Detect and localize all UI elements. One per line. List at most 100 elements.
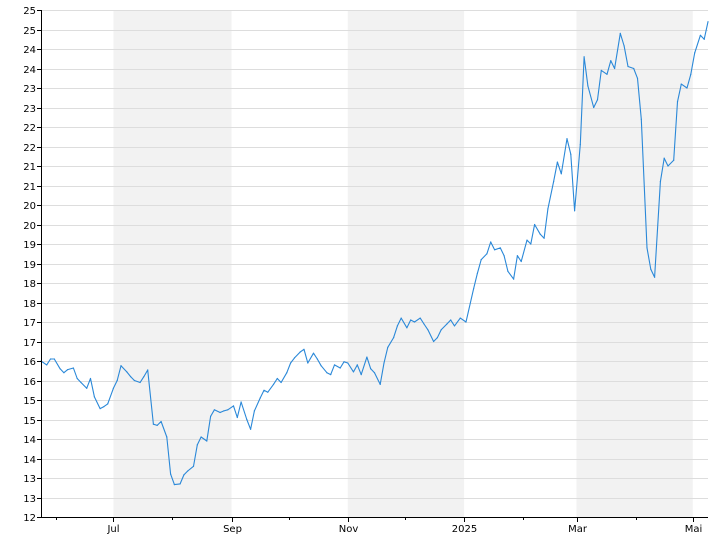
price-point bbox=[286, 372, 288, 374]
y-tick-label: 17 bbox=[23, 338, 36, 349]
price-point bbox=[210, 415, 212, 417]
price-point bbox=[393, 337, 395, 339]
price-point bbox=[276, 377, 278, 380]
price-point bbox=[76, 377, 78, 380]
y-tick-label: 21 bbox=[23, 162, 36, 173]
price-point bbox=[170, 473, 172, 475]
price-point bbox=[636, 77, 639, 79]
price-point bbox=[547, 208, 549, 210]
price-point bbox=[280, 381, 282, 384]
y-tick-label: 24 bbox=[23, 65, 36, 76]
price-point bbox=[173, 484, 175, 486]
y-tick-label: 19 bbox=[23, 260, 36, 271]
price-point bbox=[352, 371, 355, 373]
price-point bbox=[703, 38, 705, 40]
price-point bbox=[112, 387, 114, 389]
price-point bbox=[627, 65, 629, 68]
x-tick-label: Mar bbox=[568, 524, 588, 535]
price-point bbox=[383, 362, 385, 364]
price-point bbox=[343, 361, 345, 363]
price-point bbox=[333, 364, 336, 366]
price-point bbox=[116, 379, 118, 382]
price-line bbox=[40, 21, 709, 486]
y-tick-label: 16 bbox=[23, 357, 36, 368]
price-point bbox=[303, 348, 305, 350]
price-point bbox=[360, 374, 362, 376]
price-point bbox=[206, 440, 208, 442]
y-tick-label: 16 bbox=[23, 377, 36, 388]
price-point bbox=[570, 153, 572, 155]
price-point bbox=[259, 397, 261, 399]
price-point bbox=[299, 351, 301, 353]
price-point bbox=[583, 56, 585, 58]
price-point bbox=[406, 327, 408, 329]
y-tick-label: 17 bbox=[23, 318, 36, 329]
price-point bbox=[160, 420, 162, 423]
price-point bbox=[67, 369, 69, 371]
price-point bbox=[574, 210, 576, 212]
price-point bbox=[290, 362, 292, 364]
price-point bbox=[356, 364, 358, 366]
price-point bbox=[366, 356, 368, 358]
price-point bbox=[312, 352, 315, 354]
price-point bbox=[187, 470, 189, 472]
price-point bbox=[659, 181, 662, 183]
price-point bbox=[400, 317, 402, 319]
price-point bbox=[446, 323, 448, 325]
price-point bbox=[316, 358, 318, 360]
x-tick-label: Mai bbox=[685, 524, 703, 535]
price-point bbox=[320, 365, 322, 367]
price-point bbox=[440, 329, 442, 331]
price-point bbox=[600, 69, 602, 71]
price-point bbox=[553, 181, 555, 183]
price-point bbox=[433, 340, 435, 343]
y-tick-label: 21 bbox=[23, 182, 36, 193]
price-point bbox=[179, 483, 181, 485]
price-point bbox=[240, 401, 242, 403]
price-point bbox=[272, 383, 275, 385]
y-tick-label: 18 bbox=[23, 299, 36, 310]
price-point bbox=[673, 159, 675, 161]
price-point bbox=[49, 358, 52, 360]
price-point bbox=[80, 381, 82, 384]
price-point bbox=[614, 67, 616, 70]
y-tick-label: 20 bbox=[23, 221, 36, 232]
price-point bbox=[566, 138, 568, 140]
y-tick-label: 18 bbox=[23, 279, 36, 290]
price-point bbox=[526, 239, 528, 241]
price-point bbox=[396, 325, 398, 327]
price-point bbox=[330, 374, 332, 376]
price-point bbox=[72, 367, 74, 369]
price-point bbox=[147, 369, 149, 371]
price-point bbox=[676, 101, 679, 103]
price-point bbox=[370, 368, 372, 370]
price-point bbox=[707, 21, 709, 23]
price-point bbox=[520, 260, 522, 263]
price-point bbox=[587, 85, 589, 87]
price-point bbox=[120, 365, 122, 367]
price-point bbox=[516, 255, 519, 257]
price-point bbox=[263, 389, 265, 391]
y-tick-label: 12 bbox=[23, 513, 36, 524]
price-point bbox=[694, 52, 696, 54]
price-point bbox=[650, 268, 652, 270]
x-tick-label: 2025 bbox=[452, 524, 477, 535]
y-tick-label: 19 bbox=[23, 240, 36, 251]
horizontal-gridlines bbox=[41, 10, 708, 518]
price-point bbox=[459, 317, 461, 319]
price-point bbox=[450, 319, 452, 321]
price-point bbox=[99, 408, 101, 410]
price-point bbox=[46, 364, 48, 366]
price-point bbox=[623, 45, 625, 47]
price-point bbox=[556, 161, 559, 163]
price-point bbox=[473, 288, 475, 290]
y-tick-label: 25 bbox=[23, 26, 36, 37]
price-point bbox=[534, 223, 536, 226]
price-point bbox=[307, 362, 309, 364]
y-tick-label: 13 bbox=[23, 474, 36, 485]
price-point bbox=[63, 372, 65, 374]
price-point bbox=[253, 410, 255, 412]
price-point bbox=[223, 410, 225, 412]
price-point bbox=[543, 237, 545, 239]
price-point bbox=[419, 317, 421, 319]
